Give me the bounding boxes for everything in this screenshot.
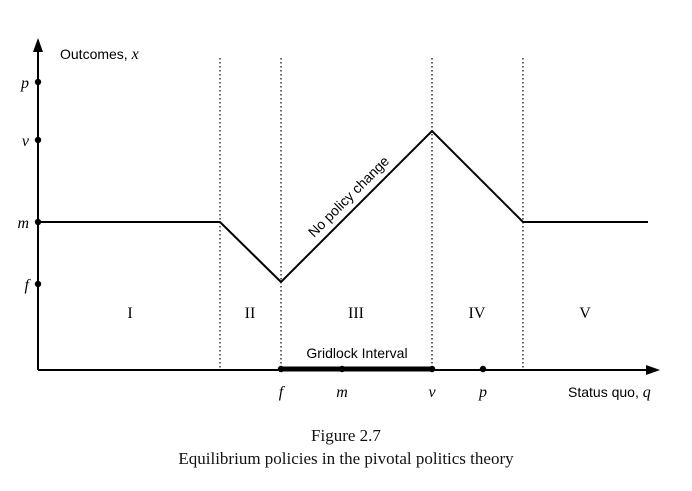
- no-policy-change-label: No policy change: [305, 153, 392, 240]
- x-tick-p: p: [478, 384, 487, 401]
- y-tick-p: p: [20, 75, 29, 92]
- x-tick-f: f: [279, 384, 286, 401]
- y-tick-v: v: [22, 133, 30, 150]
- x-point-p: [479, 365, 487, 373]
- figure-title: Equilibrium policies in the pivotal poli…: [178, 449, 514, 468]
- x-axis-label: Status quo, q: [568, 384, 651, 401]
- x-tick-labels: f m v p: [279, 384, 487, 401]
- region-label-5: V: [579, 305, 591, 322]
- region-label-1: I: [127, 305, 132, 322]
- gridlock-interval-label: Gridlock Interval: [306, 345, 407, 361]
- y-point-m: [34, 218, 42, 226]
- figure-number: Figure 2.7: [311, 426, 381, 445]
- x-point-v: [428, 365, 436, 373]
- y-axis-points: [34, 78, 42, 288]
- y-tick-labels: p v m f: [17, 75, 31, 294]
- region-label-4: IV: [469, 305, 486, 322]
- x-axis-arrow: [646, 365, 660, 375]
- region-boundaries: [219, 58, 524, 370]
- y-point-f: [34, 280, 42, 288]
- x-point-m: [338, 365, 346, 373]
- y-tick-f: f: [25, 277, 32, 294]
- y-axis-label: Outcomes, x: [60, 46, 139, 63]
- pivotal-politics-diagram: Outcomes, x Status quo, q p v m f f m v …: [17, 38, 660, 401]
- region-label-2: II: [245, 305, 256, 322]
- x-point-f: [277, 365, 285, 373]
- x-axis-points: [277, 365, 487, 373]
- y-point-p: [34, 78, 42, 86]
- x-tick-v: v: [428, 384, 436, 401]
- region-label-3: III: [348, 305, 364, 322]
- equilibrium-outcome-line: [38, 129, 648, 284]
- y-point-v: [34, 136, 42, 144]
- y-tick-m: m: [17, 215, 29, 232]
- y-axis-arrow: [33, 38, 43, 52]
- x-tick-m: m: [336, 384, 348, 401]
- region-labels: I II III IV V: [127, 305, 591, 322]
